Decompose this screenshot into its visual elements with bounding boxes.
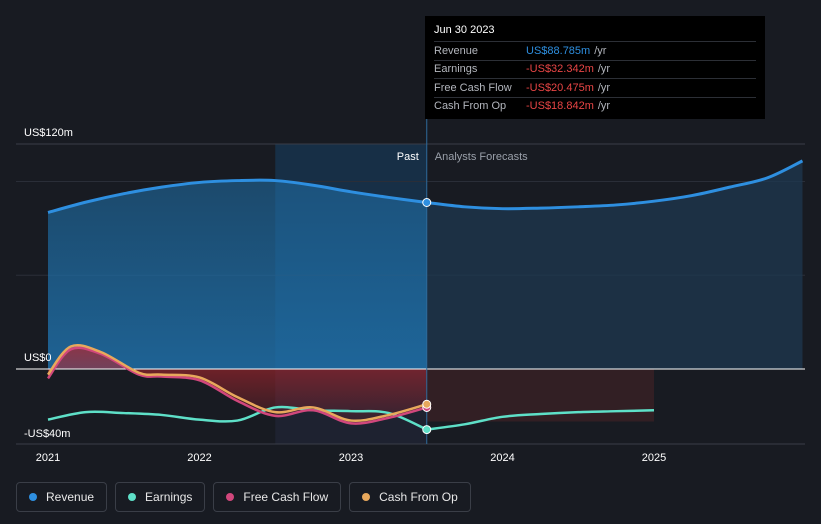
- past-label: Past: [397, 151, 419, 163]
- x-tick-label: 2024: [490, 452, 514, 464]
- cash-from-op-dot-icon: [362, 493, 371, 501]
- tooltip-value: -US$32.342m: [526, 63, 594, 76]
- legend-item-earnings[interactable]: Earnings: [115, 482, 206, 512]
- tooltip-value: -US$20.475m: [526, 81, 594, 94]
- x-tick-label: 2021: [36, 452, 60, 464]
- tooltip-label: Cash From Op: [434, 100, 507, 113]
- x-tick-label: 2025: [642, 452, 666, 464]
- legend-item-revenue[interactable]: Revenue: [16, 482, 108, 512]
- y-tick-label: US$0: [24, 352, 52, 364]
- legend-label: Free Cash Flow: [243, 490, 329, 504]
- free-cash-flow-dot-icon: [226, 493, 235, 501]
- tooltip-label: Revenue: [434, 44, 479, 57]
- revenue-dot-icon: [29, 493, 37, 501]
- legend-label: Earnings: [145, 490, 193, 504]
- tooltip-label: Earnings: [434, 63, 478, 76]
- tooltip-value: US$88.785m: [526, 44, 591, 57]
- earnings-marker: [422, 425, 432, 435]
- loss-past-area: [48, 347, 427, 424]
- legend-label: Revenue: [46, 490, 95, 504]
- y-tick-label: -US$40m: [24, 428, 70, 440]
- tooltip-row-free-cash-flow: Free Cash Flow -US$20.475m /yr: [434, 78, 756, 97]
- tooltip-unit: /yr: [594, 44, 607, 57]
- legend-item-cash-from-op[interactable]: Cash From Op: [349, 482, 471, 512]
- earnings-forecast-line: [426, 409, 655, 431]
- revenue-marker: [422, 198, 432, 207]
- data-tooltip: Jun 30 2023 Revenue US$88.785m /yr Earni…: [425, 16, 765, 119]
- revenue-forecast-line: [426, 159, 804, 211]
- tooltip-unit: /yr: [597, 63, 611, 76]
- earnings-dot-icon: [128, 493, 137, 501]
- legend-item-free-cash-flow[interactable]: Free Cash Flow: [213, 482, 342, 512]
- cfo-marker: [422, 399, 432, 409]
- revenue-forecast-area: [426, 160, 803, 369]
- cash-from-op-line: [46, 343, 428, 423]
- tooltip-unit: /yr: [597, 100, 611, 113]
- tooltip-value: -US$18.842m: [526, 100, 594, 113]
- x-tick-label: 2023: [339, 452, 363, 464]
- tooltip-date: Jun 30 2023: [434, 24, 495, 36]
- tooltip-unit: /yr: [597, 81, 611, 94]
- revenue-line: [47, 178, 427, 214]
- earnings-line: [47, 405, 428, 431]
- revenue-past-area: [48, 180, 427, 369]
- x-tick-label: 2022: [187, 452, 211, 464]
- forecast-label: Analysts Forecasts: [435, 151, 528, 163]
- tooltip-row-cash-from-op: Cash From Op -US$18.842m /yr: [434, 96, 756, 116]
- chart-legend: Revenue Earnings Free Cash Flow Cash Fro…: [16, 482, 471, 512]
- tooltip-row-earnings: Earnings -US$32.342m /yr: [434, 59, 756, 79]
- legend-label: Cash From Op: [379, 490, 458, 504]
- tooltip-label: Free Cash Flow: [434, 81, 512, 94]
- free-cash-flow-line: [46, 346, 428, 425]
- tooltip-row-revenue: Revenue US$88.785m /yr: [434, 41, 756, 60]
- y-tick-label: US$120m: [24, 127, 73, 139]
